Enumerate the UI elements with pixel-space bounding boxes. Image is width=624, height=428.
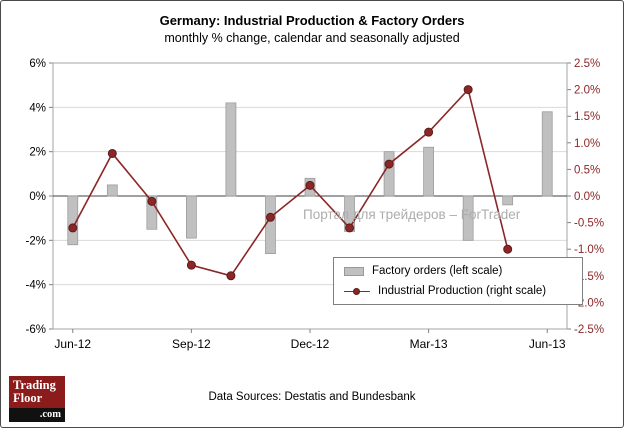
svg-text:-2%: -2%: [26, 235, 46, 247]
svg-text:-1.0%: -1.0%: [574, 244, 604, 256]
logo-suffix: .com: [9, 408, 65, 422]
legend-label-factory-orders: Factory orders (left scale): [372, 265, 503, 277]
svg-text:-4%: -4%: [26, 280, 46, 292]
data-sources-note: Data Sources: Destatis and Bundesbank: [208, 391, 416, 403]
svg-text:Mar-13: Mar-13: [410, 337, 448, 351]
line-marker-swatch-icon: [344, 287, 370, 296]
svg-text:Jun-13: Jun-13: [529, 337, 566, 351]
marker-dot-icon: [353, 287, 360, 295]
svg-text:2%: 2%: [29, 147, 46, 159]
svg-text:6%: 6%: [29, 58, 46, 70]
svg-text:-0.5%: -0.5%: [574, 218, 604, 230]
svg-text:-6%: -6%: [26, 324, 46, 336]
legend-label-industrial-production: Industrial Production (right scale): [378, 285, 547, 297]
legend: Factory orders (left scale) Industrial P…: [333, 257, 583, 305]
chart-subtitle: monthly % change, calendar and seasonall…: [164, 31, 460, 45]
legend-item-factory-orders: Factory orders (left scale): [344, 265, 572, 277]
svg-text:1.5%: 1.5%: [574, 111, 600, 123]
svg-text:0%: 0%: [29, 191, 46, 203]
logo-line2: Floor: [13, 391, 43, 406]
svg-text:1.0%: 1.0%: [574, 138, 600, 150]
chart-title: Germany: Industrial Production & Factory…: [159, 13, 465, 28]
logo-line1: Trading: [13, 377, 56, 392]
svg-text:2.0%: 2.0%: [574, 85, 600, 97]
legend-item-industrial-production: Industrial Production (right scale): [344, 285, 572, 297]
logo-wordmark: Trading Floor: [9, 375, 65, 408]
svg-text:0.0%: 0.0%: [574, 191, 600, 203]
tradingfloor-logo: Trading Floor .com: [9, 375, 65, 422]
svg-text:-2.5%: -2.5%: [574, 324, 604, 336]
bar-swatch-icon: [344, 266, 364, 276]
svg-text:Dec-12: Dec-12: [291, 337, 330, 351]
svg-text:4%: 4%: [29, 102, 46, 114]
svg-text:Jun-12: Jun-12: [54, 337, 91, 351]
svg-text:Sep-12: Sep-12: [172, 337, 211, 351]
svg-text:0.5%: 0.5%: [574, 164, 600, 176]
svg-text:2.5%: 2.5%: [574, 58, 600, 70]
